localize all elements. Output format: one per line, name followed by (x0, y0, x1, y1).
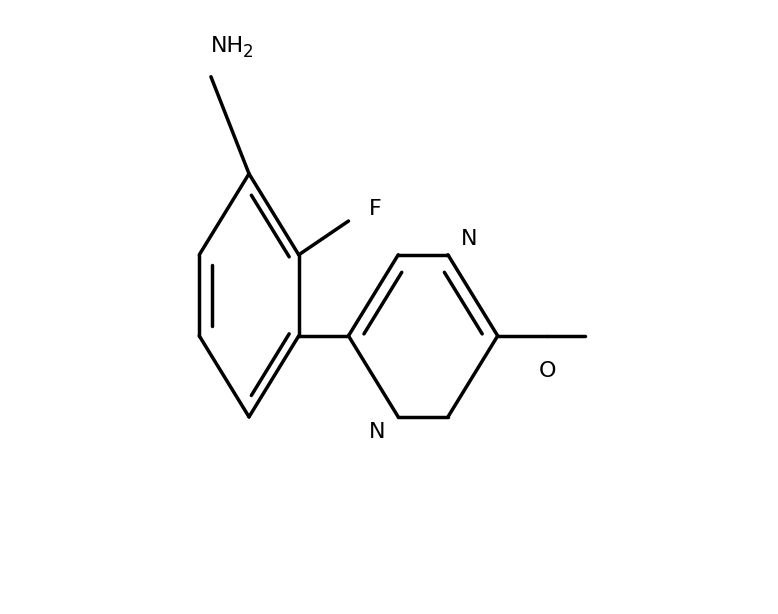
Text: NH: NH (211, 36, 244, 56)
Text: N: N (461, 230, 477, 249)
Text: O: O (538, 362, 556, 381)
Text: N: N (369, 422, 385, 442)
Text: F: F (370, 199, 382, 219)
Text: 2: 2 (243, 43, 254, 61)
